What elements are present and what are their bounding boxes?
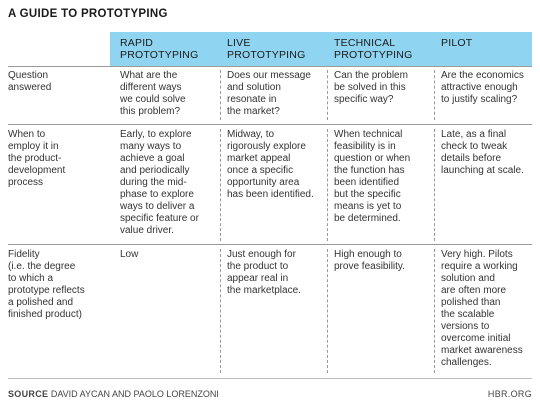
column-divider [220,70,221,120]
hbr-credit: HBR.ORG [487,389,532,399]
column-divider [327,70,328,120]
cell-technical-question: Can the problem be solved in this specif… [334,70,408,105]
footer: SOURCE DAVID AYCAN AND PAOLO LORENZONI H… [8,389,532,399]
column-divider [434,70,435,120]
cell-rapid-fidelity: Low [120,249,139,260]
column-divider [220,249,221,373]
page-title: A GUIDE TO PROTOTYPING [8,8,168,20]
cell-pilot-question: Are the economics attractive enough to j… [441,70,524,105]
cell-rapid-question: What are the different ways we could sol… [120,70,186,117]
column-divider [220,129,221,241]
cell-rapid-when: Early, to explore many ways to achieve a… [120,129,199,236]
row-label-fidelity: Fidelity (i.e. the degree to which a pro… [8,249,85,320]
cell-technical-when: When technical feasibility is in questio… [334,129,411,224]
source-label: SOURCE [8,389,49,399]
cell-pilot-fidelity: Very high. Pilots require a working solu… [441,249,523,368]
column-divider [327,249,328,373]
column-divider [327,129,328,241]
cell-live-when: Midway, to rigorously explore market app… [227,129,314,200]
column-header-technical: TECHNICAL PROTOTYPING [334,37,413,61]
cell-technical-fidelity: High enough to prove feasibility. [334,249,405,272]
row-divider [8,244,532,245]
row-divider [8,66,532,67]
row-label-when: When to employ it in the product- develo… [8,129,66,188]
row-divider [8,124,532,125]
source-text: DAVID AYCAN AND PAOLO LORENZONI [50,389,219,399]
column-header-pilot: PILOT [441,37,473,49]
column-header-rapid: RAPID PROTOTYPING [120,37,199,61]
column-header-live: LIVE PROTOTYPING [227,37,306,61]
row-label-question: Question answered [8,70,52,93]
cell-live-fidelity: Just enough for the product to appear re… [227,249,301,296]
column-divider [434,249,435,373]
column-divider [434,129,435,241]
table-bottom-rule [8,378,532,379]
cell-pilot-when: Late, as a final check to tweak details … [441,129,524,176]
table-header: RAPID PROTOTYPING LIVE PROTOTYPING TECHN… [110,32,532,66]
cell-live-question: Does our message and solution resonate i… [227,70,311,117]
